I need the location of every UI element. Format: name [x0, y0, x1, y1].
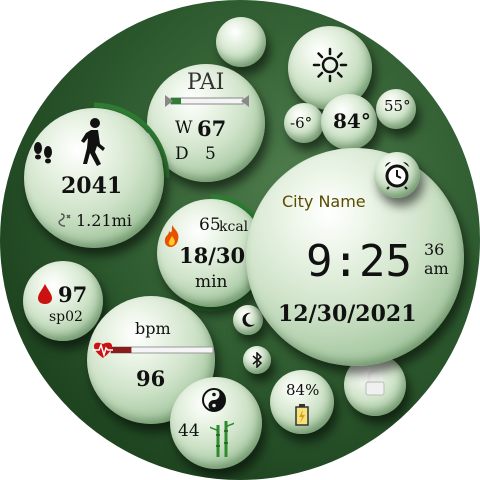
yin-yang-icon — [202, 388, 226, 412]
calories-value: 65 — [199, 215, 221, 235]
heart-rate-unit: bpm — [135, 319, 171, 338]
heart-rate-bar — [93, 342, 214, 358]
pai-day-label: D — [175, 144, 189, 164]
moon-icon — [242, 312, 255, 327]
alarm-icon — [385, 161, 409, 190]
minutes-unit: min — [195, 272, 228, 292]
walking-icon — [81, 118, 105, 166]
time-ampm: am — [424, 259, 449, 278]
temp-current: 84° — [333, 109, 371, 133]
battery-bubble[interactable]: 84% — [270, 370, 334, 434]
battery-icon — [295, 404, 309, 426]
active-minutes: 18/30 — [179, 243, 246, 268]
pai-title: PAI — [187, 70, 225, 95]
spo2-label: sp02 — [49, 309, 83, 325]
blood-drop-icon — [38, 284, 52, 304]
calories-unit: kcal — [219, 219, 249, 235]
steps-distance: 1.21mi — [76, 211, 132, 230]
moon-bubble[interactable] — [233, 305, 263, 335]
spo2-bubble[interactable]: 97 sp02 — [23, 261, 103, 341]
temp-high-bubble: 55° — [376, 89, 416, 129]
time-hour-min: 9:25 — [306, 236, 412, 287]
fire-icon — [164, 225, 179, 247]
temp-current-bubble: 84° — [321, 94, 377, 150]
alarm-bubble[interactable] — [374, 152, 420, 198]
temp-low-bubble: -6° — [284, 103, 324, 143]
pai-day-value: 5 — [205, 144, 216, 164]
temp-low: -6° — [290, 114, 313, 132]
distance-icon — [58, 213, 71, 227]
temp-high: 55° — [384, 97, 411, 115]
bluetooth-bubble[interactable] — [243, 346, 271, 374]
time-seconds: 36 — [424, 240, 445, 259]
lock-icon — [365, 370, 385, 396]
sun-icon — [312, 47, 348, 83]
steps-ring — [17, 101, 171, 255]
pai-week-value: 67 — [197, 116, 227, 141]
pai-week-label: W — [175, 118, 193, 138]
pai-progress-bar — [165, 95, 249, 107]
heart-rate-value: 96 — [136, 366, 166, 391]
steps-bubble[interactable]: 2041 1.21mi — [24, 108, 164, 248]
steps-count: 2041 — [61, 173, 123, 199]
bamboo-icon — [210, 421, 234, 457]
stress-value: 44 — [178, 421, 200, 441]
footprints-icon — [34, 142, 52, 164]
stress-bubble[interactable]: 44 — [170, 377, 262, 469]
date: 12/30/2021 — [278, 301, 417, 327]
bluetooth-icon — [252, 352, 263, 368]
small-decor-bubble — [216, 17, 266, 67]
time-bubble[interactable]: City Name 9:25 36 am 12/30/2021 — [246, 148, 464, 366]
city-name: City Name — [282, 192, 366, 211]
battery-percent: 84% — [286, 381, 320, 399]
spo2-value: 97 — [58, 282, 88, 307]
